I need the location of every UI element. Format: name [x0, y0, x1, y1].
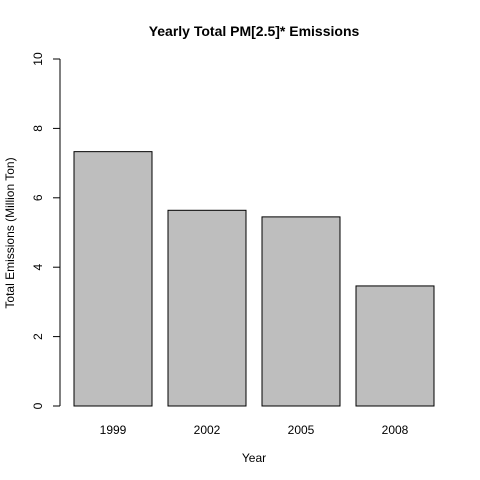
x-tick-label: 2008 [382, 423, 409, 437]
x-tick-label: 2002 [194, 423, 221, 437]
x-tick-labels: 1999 2002 2005 2008 [100, 423, 409, 437]
bars [73, 151, 435, 407]
bar-2005 [261, 216, 341, 407]
bar-2008 [355, 285, 435, 407]
y-tick-label: 0 [31, 402, 45, 409]
y-axis-label: Total Emissions (Million Ton) [3, 157, 17, 308]
y-tick-label: 6 [31, 194, 45, 201]
bar-1999 [73, 151, 153, 407]
x-axis-label: Year [242, 451, 266, 465]
chart-title: Yearly Total PM[2.5]* Emissions [149, 23, 360, 39]
y-tick-label: 2 [31, 333, 45, 340]
y-tick-label: 4 [31, 264, 45, 271]
y-tick-label: 10 [31, 52, 45, 66]
y-axis: 0 2 4 6 8 10 [31, 52, 61, 409]
x-tick-label: 2005 [288, 423, 315, 437]
y-tick-label: 8 [31, 125, 45, 132]
bar-2002 [167, 209, 247, 407]
x-tick-label: 1999 [100, 423, 127, 437]
